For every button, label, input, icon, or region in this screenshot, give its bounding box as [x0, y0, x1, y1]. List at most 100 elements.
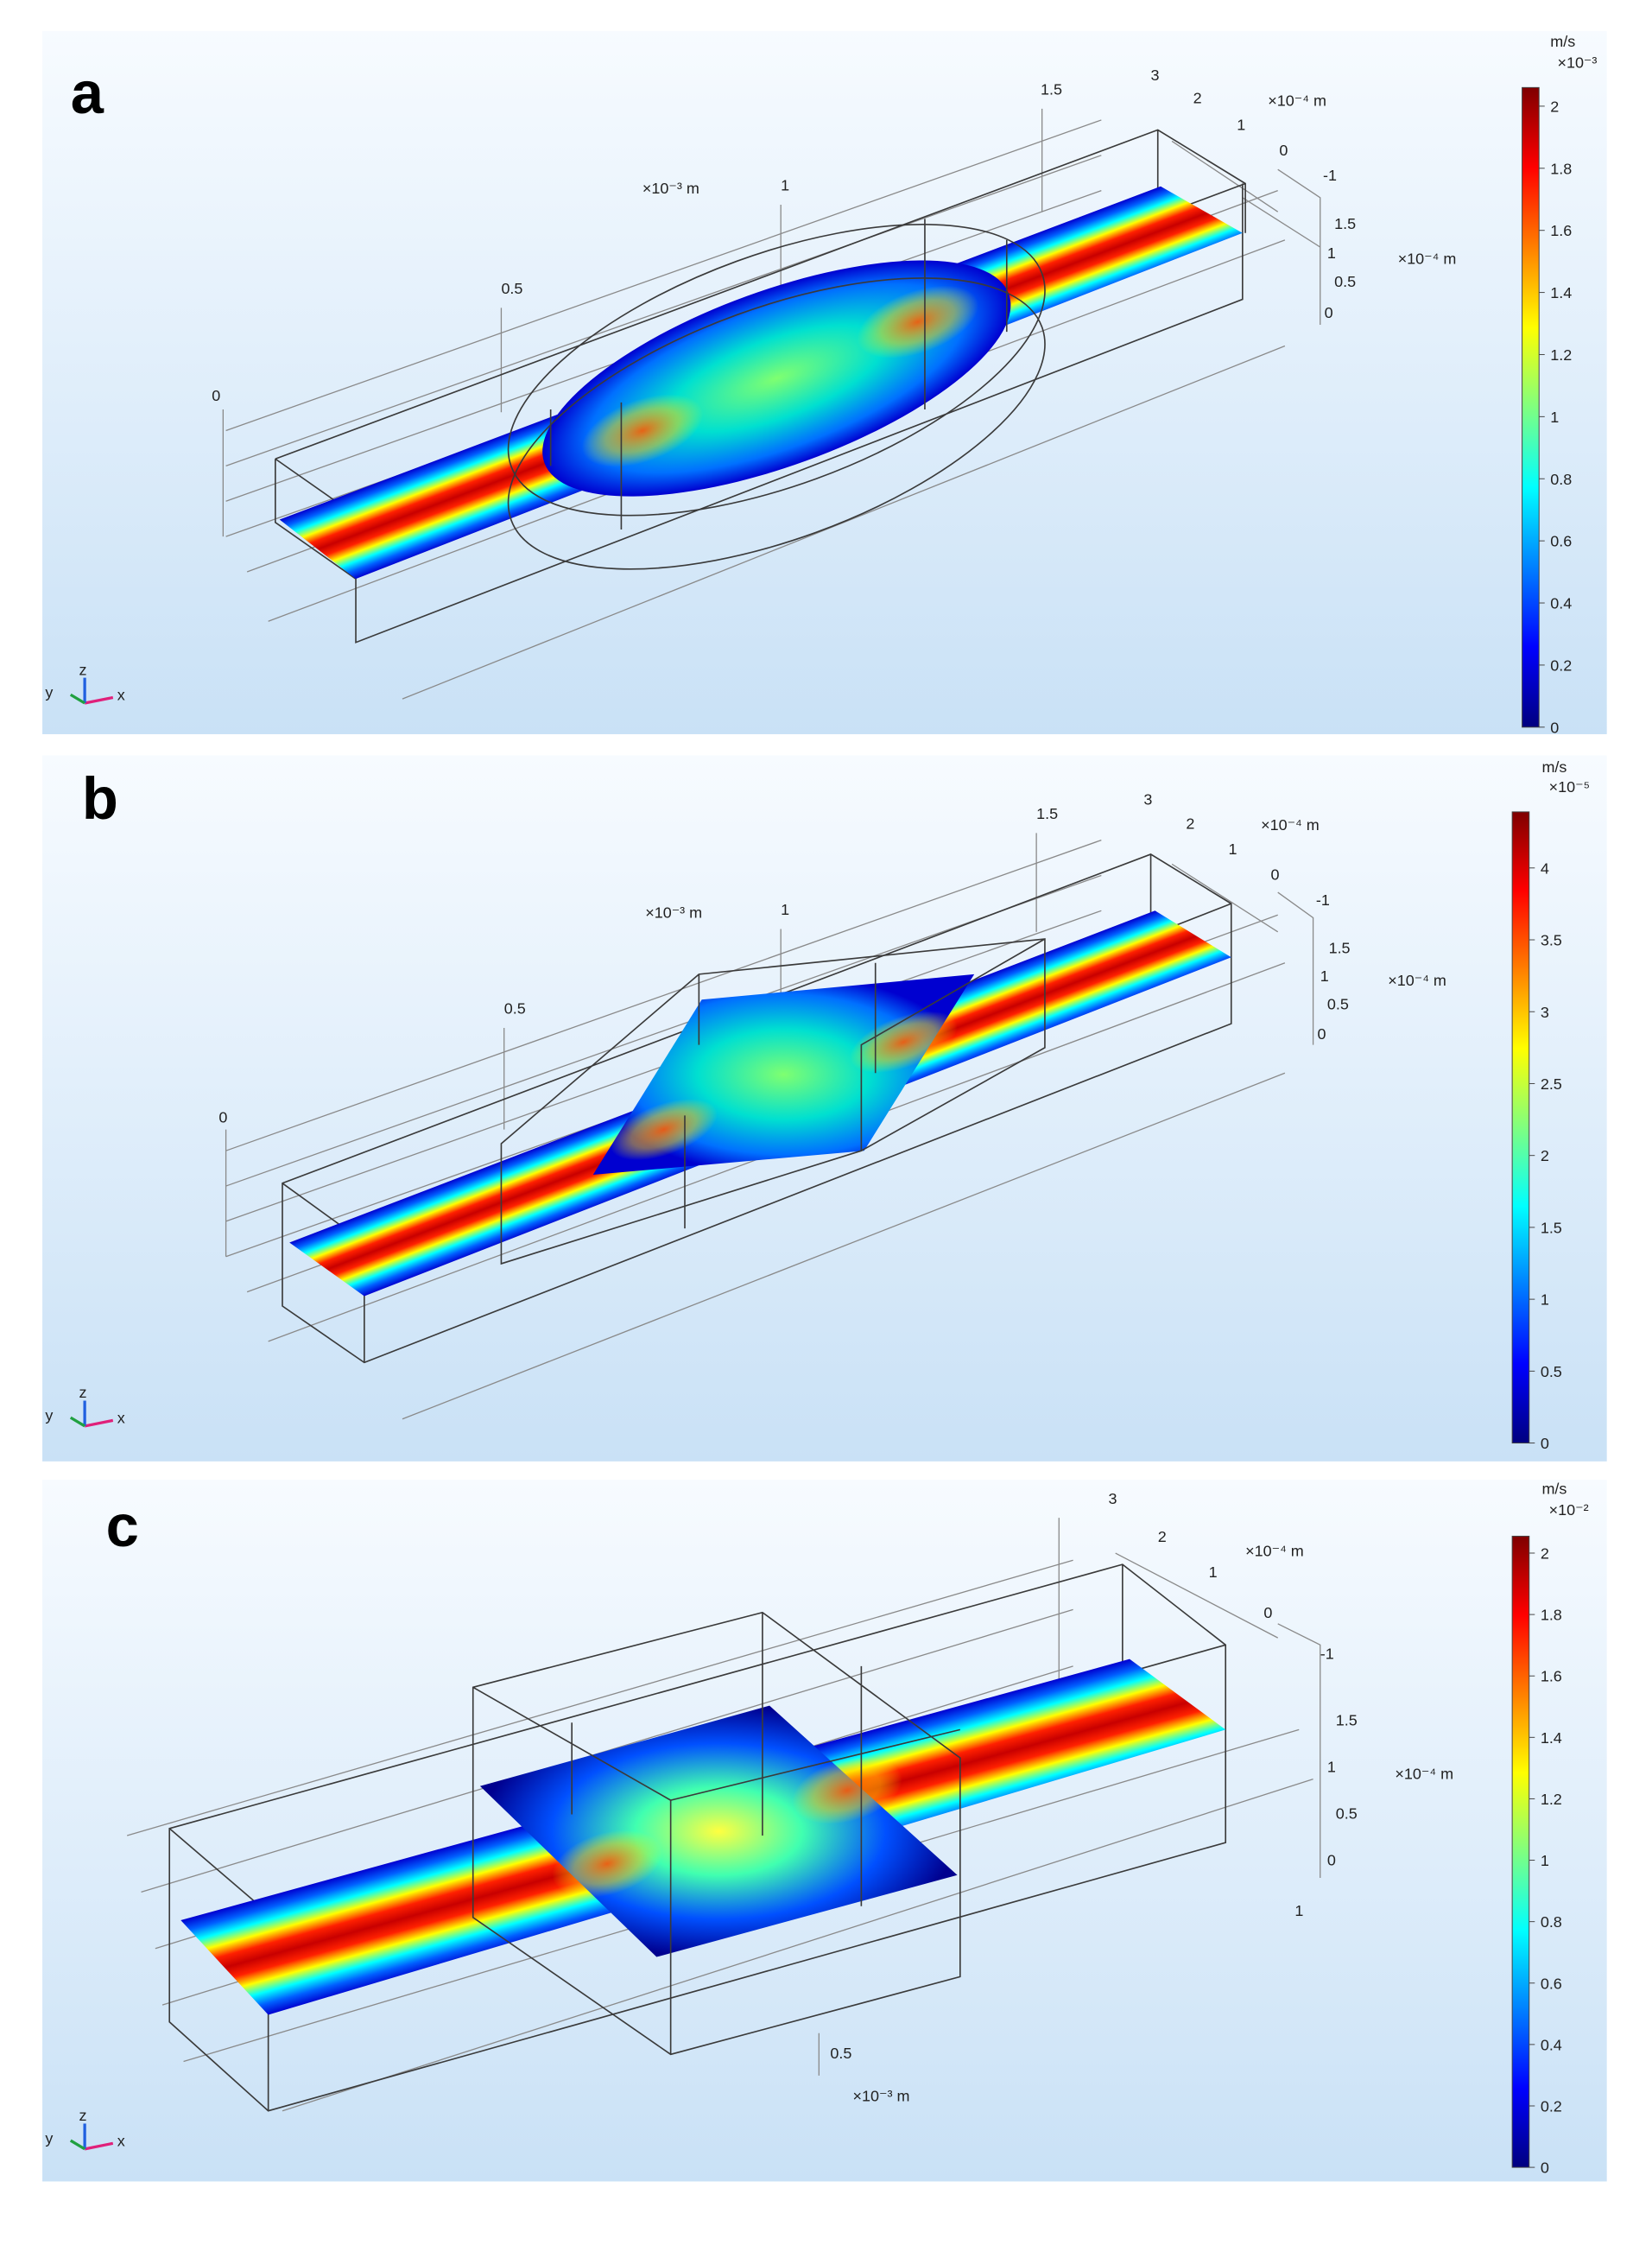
z-tick-label: 0.5 — [1334, 273, 1356, 290]
x-tick-label: 0.5 — [830, 2045, 851, 2062]
colorbar-tick-label: 1.2 — [1541, 1791, 1562, 1808]
colorbar-tick-label: 0.4 — [1550, 595, 1572, 612]
triad-label: z — [79, 2107, 87, 2124]
z-tick-label: 0.5 — [1336, 1804, 1358, 1822]
z-tick-label: 0.5 — [1327, 996, 1349, 1013]
colorbar-tick-label: 2 — [1541, 1545, 1549, 1563]
triad-label: y — [45, 683, 53, 701]
colorbar-tick-label: 0.8 — [1550, 471, 1572, 488]
triad-label: y — [45, 1406, 53, 1424]
triad-y — [69, 1416, 85, 1428]
chamber-outline — [507, 224, 1046, 517]
colorbar-tick-label: 1.4 — [1550, 284, 1572, 301]
z-tick-label: 1 — [1327, 244, 1336, 262]
z-tick-label: 0 — [1325, 304, 1333, 321]
colorbar-exponent: ×10⁻³ — [1557, 54, 1597, 71]
colorbar-tick-label: 1.8 — [1550, 160, 1572, 177]
chamber-outline — [507, 277, 1046, 570]
y-tick-label: -1 — [1320, 1646, 1334, 1663]
y-tick-label: 0 — [1279, 142, 1288, 159]
triad-x — [84, 1418, 114, 1428]
colorbar-unit: m/s — [1550, 33, 1575, 50]
colorbar-tick-label: 1.2 — [1550, 346, 1572, 364]
y-tick-label: 3 — [1143, 791, 1152, 809]
y-axis-unit: ×10⁻⁴ m — [1268, 92, 1326, 110]
triad-label: z — [79, 1384, 87, 1401]
colorbar-tick-label: 0.6 — [1541, 1975, 1562, 1992]
x-tick-label: 0 — [212, 387, 220, 404]
y-tick-label: 3 — [1109, 1490, 1117, 1507]
colorbar-exponent: ×10⁻² — [1549, 1501, 1589, 1519]
colorbar — [1511, 811, 1530, 1444]
colorbar-unit: m/s — [1541, 758, 1567, 776]
x-tick-label: 1.5 — [1036, 805, 1058, 822]
inlet-jet — [581, 394, 704, 467]
triad-label: z — [79, 661, 87, 678]
colorbar-tick-label: 3 — [1541, 1004, 1549, 1021]
colorbar-tick-label: 3.5 — [1541, 932, 1562, 949]
colorbar-exponent: ×10⁻⁵ — [1549, 778, 1590, 796]
z-axis-unit: ×10⁻⁴ m — [1395, 1766, 1453, 1783]
triad-label: y — [45, 2129, 53, 2147]
colorbar-tick-label: 0.8 — [1541, 1913, 1562, 1931]
colorbar-tick-label: 0.6 — [1550, 533, 1572, 550]
z-tick-label: 0 — [1327, 1851, 1336, 1868]
wireframe — [472, 1611, 961, 2056]
colorbar-tick-label: 0 — [1550, 719, 1559, 736]
x-tick-label: 1 — [1294, 1902, 1303, 1919]
colorbar-tick-label: 0.2 — [1550, 656, 1572, 674]
colorbar-tick-label: 0 — [1541, 2159, 1549, 2177]
y-axis-unit: ×10⁻⁴ m — [1245, 1542, 1304, 1559]
panel: c 0.5 1 3 2 1 0 -1 1.5 1 0.5 0 ×10⁻³ m ×10⁻⁴ m ×10⁻⁴ m… — [42, 1480, 1607, 2182]
colorbar-tick-label: 0.4 — [1541, 2036, 1562, 2053]
colorbar-tick-label: 1.5 — [1541, 1219, 1562, 1236]
colorbar-tick-label: 1 — [1541, 1852, 1549, 1869]
colorbar-tick-label: 1 — [1541, 1291, 1549, 1309]
z-axis-unit: ×10⁻⁴ m — [1388, 972, 1446, 989]
colorbar-tick-label: 2 — [1550, 98, 1559, 115]
colorbar-tick-label: 1.4 — [1541, 1729, 1562, 1747]
x-tick-label: 1 — [781, 901, 789, 918]
triad-label: x — [117, 687, 125, 704]
x-axis-unit: ×10⁻³ m — [645, 904, 702, 921]
z-tick-label: 1.5 — [1334, 215, 1356, 232]
panel-label: c — [106, 1493, 139, 1559]
colorbar-tick-label: 0 — [1541, 1435, 1549, 1452]
colorbar-tick-label: 2 — [1541, 1147, 1549, 1164]
colorbar-tick-label: 4 — [1541, 859, 1549, 877]
wireframe — [500, 938, 1046, 1265]
colorbar-tick-label: 1.6 — [1550, 222, 1572, 239]
triad-x — [84, 695, 114, 705]
outlet-jet — [850, 1011, 958, 1073]
x-tick-label: 0 — [218, 1109, 227, 1126]
x-tick-label: 1 — [781, 177, 789, 194]
y-tick-label: -1 — [1323, 167, 1337, 184]
colorbar-tick-label: 1.6 — [1541, 1668, 1562, 1685]
colorbar — [1511, 1535, 1530, 2168]
triad-y — [69, 2139, 85, 2151]
x-axis-unit: ×10⁻³ m — [853, 2087, 910, 2104]
z-tick-label: 1.5 — [1329, 939, 1351, 956]
x-tick-label: 1.5 — [1041, 81, 1062, 98]
panel-label: b — [82, 765, 118, 832]
colorbar-tick-label: 2.5 — [1541, 1075, 1562, 1093]
x-axis-unit: ×10⁻³ m — [642, 180, 699, 197]
z-tick-label: 1 — [1327, 1758, 1336, 1775]
z-tick-label: 1.5 — [1336, 1711, 1358, 1728]
y-tick-label: 2 — [1158, 1528, 1167, 1545]
inlet-jet — [610, 1099, 718, 1161]
outlet-jet — [857, 285, 979, 358]
y-tick-label: 0 — [1263, 1604, 1272, 1621]
colorbar-tick-label: 0.5 — [1541, 1363, 1562, 1380]
triad-x — [84, 2141, 114, 2151]
z-tick-label: 1 — [1320, 967, 1329, 985]
y-tick-label: 3 — [1151, 67, 1160, 84]
inlet-jet — [552, 1830, 662, 1898]
colorbar-tick-label: 1 — [1550, 409, 1559, 426]
z-axis-unit: ×10⁻⁴ m — [1398, 251, 1457, 268]
y-tick-label: 1 — [1237, 116, 1245, 133]
colorbar-unit: m/s — [1541, 1480, 1567, 1497]
triad-y — [69, 693, 85, 705]
